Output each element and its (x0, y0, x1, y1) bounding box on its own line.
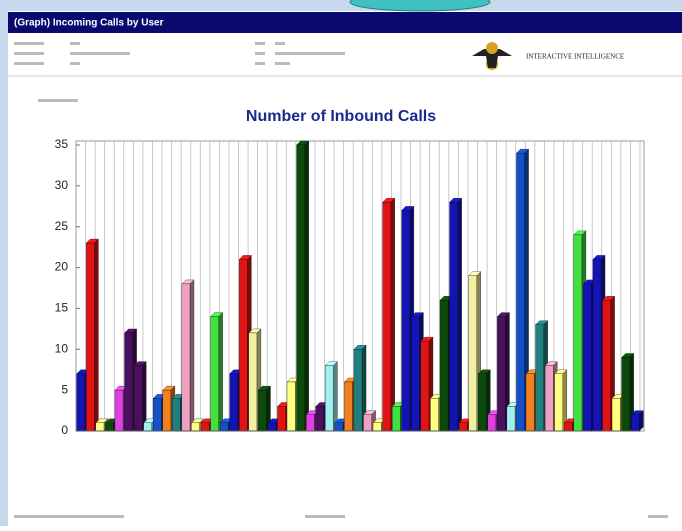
bar (210, 316, 219, 432)
y-tick-label: 0 (61, 423, 68, 437)
bar-side (189, 279, 195, 432)
bar (516, 153, 525, 432)
bar (344, 381, 353, 432)
bar (267, 422, 277, 432)
bar (535, 324, 544, 432)
bar (162, 389, 172, 432)
bar (219, 422, 229, 432)
bar (468, 275, 477, 432)
bar (315, 406, 324, 432)
bar (411, 316, 420, 432)
bar (286, 381, 296, 432)
bar (573, 234, 583, 432)
bar (239, 259, 248, 432)
axis-note (38, 99, 78, 102)
bar (544, 365, 554, 432)
bar (372, 422, 382, 432)
bar-side (333, 361, 338, 432)
bar (86, 242, 95, 432)
bar (401, 210, 411, 432)
bar (478, 373, 487, 432)
bar-side (457, 197, 462, 432)
bar (420, 340, 430, 432)
bar (143, 422, 152, 432)
y-tick-label: 25 (55, 219, 69, 233)
bar (105, 422, 114, 432)
y-tick-label: 30 (55, 178, 69, 192)
logo (472, 42, 512, 70)
y-tick-label: 10 (55, 341, 69, 355)
bar (305, 414, 315, 432)
bar (325, 365, 334, 432)
brand: INTERACTIVE INTELLIGENCE (526, 53, 624, 61)
bar (583, 283, 592, 432)
bar (392, 406, 401, 432)
bar (602, 300, 611, 432)
bar (191, 422, 200, 432)
bar (592, 259, 602, 432)
bar (353, 349, 363, 432)
bar (525, 373, 535, 432)
bar (506, 406, 516, 432)
decor-oval (349, 0, 491, 12)
header-bar (8, 12, 682, 33)
bar (554, 373, 563, 432)
bar (172, 398, 181, 432)
y-tick-label: 15 (55, 301, 69, 315)
chart-title: Number of Inbound Calls (246, 108, 436, 125)
bar (611, 398, 621, 432)
bar (487, 414, 497, 432)
bar-side (218, 312, 223, 432)
bar (258, 389, 267, 432)
bar (248, 332, 258, 432)
bar (95, 422, 105, 432)
bar (114, 389, 124, 432)
bar (133, 365, 143, 432)
bar (296, 144, 305, 432)
bar (631, 414, 640, 432)
bar-side (94, 238, 99, 432)
bar (430, 398, 439, 432)
bar (334, 422, 344, 432)
header-title: (Graph) Incoming Calls by User (14, 18, 164, 29)
bar (439, 300, 449, 432)
bar (497, 316, 506, 432)
bar (564, 422, 573, 432)
bar (621, 357, 630, 432)
y-tick-label: 20 (55, 260, 69, 274)
bar (363, 414, 372, 432)
bar (200, 422, 210, 432)
bar (153, 398, 162, 432)
top-strip (0, 0, 682, 11)
bar-side (142, 361, 147, 432)
bar (181, 283, 191, 432)
bar (458, 422, 468, 432)
bar (277, 406, 286, 432)
bar (76, 373, 85, 432)
bar-side (304, 140, 309, 432)
y-tick-label: 35 (55, 137, 69, 151)
left-strip (0, 0, 8, 526)
bar (229, 373, 238, 432)
bar (382, 202, 391, 432)
y-tick-label: 5 (61, 382, 68, 396)
bar-side (390, 197, 395, 432)
info-block (14, 42, 345, 65)
bar (124, 332, 133, 432)
footer (14, 515, 668, 518)
bar (449, 202, 458, 432)
